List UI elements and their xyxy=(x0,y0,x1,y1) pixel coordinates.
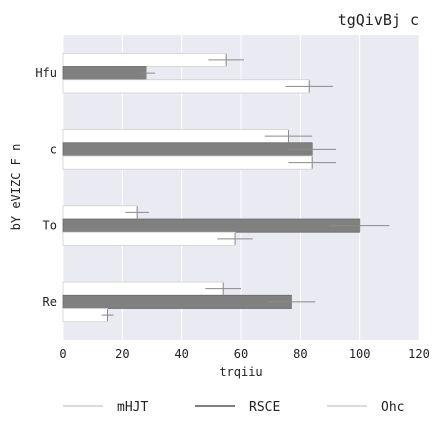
bar xyxy=(62,308,108,323)
bar xyxy=(62,231,236,246)
y-tick-label: To xyxy=(43,219,57,233)
x-tick-label: 40 xyxy=(174,347,188,361)
x-tick-label: 100 xyxy=(349,347,371,361)
x-tick-label: 80 xyxy=(293,347,307,361)
legend-label: mHJT xyxy=(117,400,148,415)
bar xyxy=(62,79,310,94)
legend: mHJT RSCE Ohc xyxy=(63,400,404,415)
legend-swatch xyxy=(327,405,367,407)
y-axis-label: bY eVIZC F n xyxy=(9,144,23,231)
y-tick-label: Hfu xyxy=(35,66,57,80)
y-ticks: Hfu c To Re xyxy=(35,66,57,309)
bar xyxy=(62,281,224,296)
bars xyxy=(62,52,390,323)
bar xyxy=(62,155,313,170)
legend-swatch xyxy=(63,405,103,407)
bar xyxy=(62,294,292,309)
x-tick-label: 20 xyxy=(115,347,129,361)
x-tick-label: 60 xyxy=(234,347,248,361)
bar xyxy=(62,129,289,144)
x-ticks: 0 20 40 60 80 100 120 xyxy=(59,347,429,361)
x-axis-label: trqiiu xyxy=(219,365,262,379)
bar xyxy=(62,218,361,233)
bar xyxy=(62,66,147,81)
y-tick-label: c xyxy=(50,142,57,156)
legend-label: RSCE xyxy=(249,400,280,415)
bar xyxy=(62,52,227,67)
legend-swatch xyxy=(195,405,235,407)
bar xyxy=(62,142,313,157)
legend-label: Ohc xyxy=(381,400,404,415)
y-tick-label: Re xyxy=(43,295,57,309)
x-tick-label: 120 xyxy=(408,347,430,361)
x-tick-label: 0 xyxy=(59,347,66,361)
chart-title: tgQivBj c xyxy=(338,11,419,29)
